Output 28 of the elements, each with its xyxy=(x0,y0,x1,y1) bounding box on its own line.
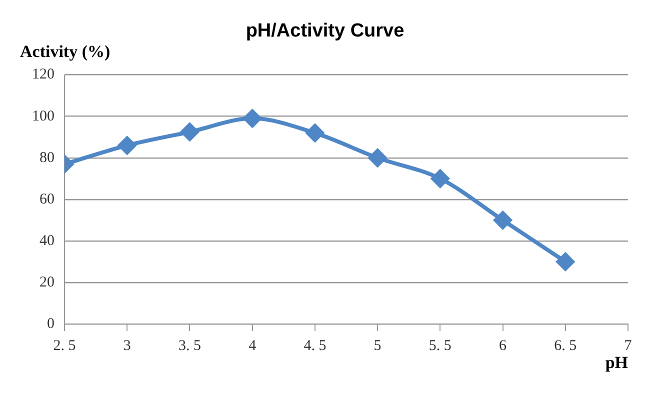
x-tick-label: 2. 5 xyxy=(53,338,76,354)
x-tick-label: 7 xyxy=(624,338,632,354)
y-axis-title: Activity (%) xyxy=(20,42,110,61)
x-tick-label: 4. 5 xyxy=(304,338,326,354)
x-tick-label: 3. 5 xyxy=(178,338,201,354)
y-tick-label: 60 xyxy=(40,191,54,208)
y-tick-label: 100 xyxy=(32,108,54,124)
point xyxy=(306,124,324,142)
point xyxy=(556,252,574,271)
x-tick-label: 4 xyxy=(248,338,257,354)
y-tick-label: 40 xyxy=(40,232,54,249)
x-axis-title: pH xyxy=(605,353,628,372)
point xyxy=(243,109,262,128)
chart-title: pH/Activity Curve xyxy=(246,20,404,42)
point xyxy=(118,136,136,154)
x-tick-label: 5 xyxy=(374,338,382,354)
x-tick-label: 3 xyxy=(123,338,131,354)
y-tick-label: 80 xyxy=(40,150,54,166)
x-tick-label: 5. 5 xyxy=(428,338,452,354)
point xyxy=(180,122,199,141)
y-tick-label: 20 xyxy=(40,274,54,290)
x-tick-label: 6 xyxy=(499,338,508,354)
y-tick-label: 0 xyxy=(47,316,54,332)
point xyxy=(494,211,512,230)
y-tick-label: 120 xyxy=(32,66,54,83)
x-tick-label: 6. 5 xyxy=(554,338,577,354)
point xyxy=(368,148,387,167)
point xyxy=(431,170,450,188)
